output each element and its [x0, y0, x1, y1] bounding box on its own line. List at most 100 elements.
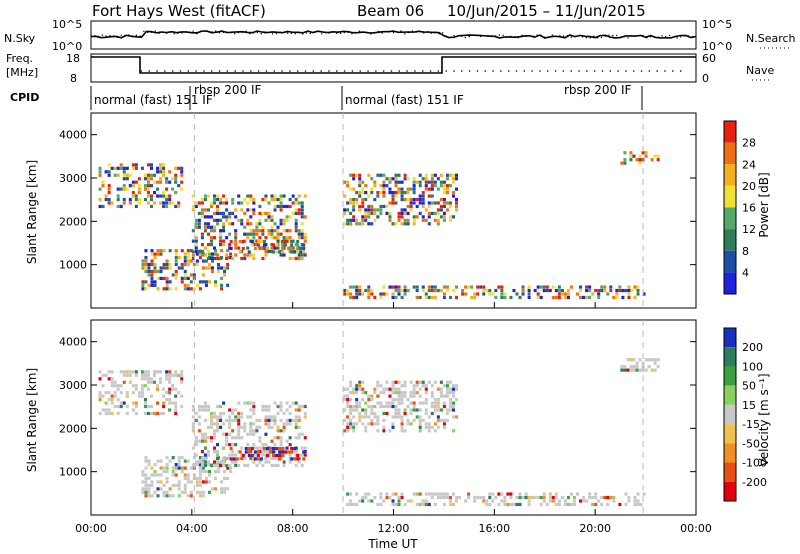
echo-cell [448, 380, 452, 384]
echo-cell [509, 495, 513, 500]
echo-cell [629, 158, 633, 162]
echo-cell [494, 495, 498, 500]
echo-cell [203, 456, 207, 461]
echo-cell [442, 201, 446, 205]
echo-cell [197, 222, 201, 226]
colorbar-step [724, 366, 736, 386]
echo-cell [361, 292, 365, 296]
echo-cell [539, 495, 543, 500]
nsearch-point [366, 31, 368, 34]
echo-cell [252, 253, 256, 257]
nave-point [632, 70, 635, 72]
echo-cell [206, 425, 210, 429]
echo-cell [391, 292, 395, 296]
echo-cell [243, 453, 247, 457]
echo-cell [228, 432, 232, 436]
echo-cell [144, 269, 148, 274]
nsearch-point [279, 31, 281, 33]
y-tick-label: 3000 [59, 379, 87, 392]
echo-cell [521, 285, 525, 289]
nave-point [437, 70, 440, 72]
echo-cell [165, 494, 169, 498]
echo-cell [576, 292, 580, 296]
echo-cell [147, 463, 151, 467]
echo-cell [403, 211, 407, 215]
cpid-segment-2: rbsp 200 IF [194, 83, 261, 97]
echo-cell [433, 288, 437, 293]
echo-cell [297, 432, 301, 436]
echo-cell [240, 201, 244, 205]
echo-cell [479, 285, 483, 289]
echo-cell [294, 422, 298, 426]
echo-cell [213, 411, 217, 416]
echo-cell [174, 166, 178, 170]
nsearch-point [317, 30, 319, 32]
echo-cell [548, 499, 552, 503]
nave-point [343, 70, 346, 72]
echo-cell [197, 415, 201, 419]
nave-point [328, 70, 330, 72]
echo-cell [370, 418, 374, 422]
echo-cell [168, 377, 172, 381]
echo-cell [627, 499, 631, 503]
echo-cell [349, 425, 353, 429]
nsearch-point [600, 36, 603, 39]
echo-cell [165, 466, 169, 470]
echo-cell [162, 469, 166, 474]
echo-cell [143, 184, 147, 188]
echo-cell [439, 184, 443, 188]
echo-cell [388, 429, 392, 433]
echo-cell [427, 425, 431, 429]
nave-point [492, 70, 494, 72]
echo-cell [585, 295, 589, 300]
echo-cell [201, 494, 205, 498]
echo-cell [216, 460, 220, 464]
nsearch-point [381, 32, 383, 34]
echo-cell [346, 288, 350, 293]
echo-cell [171, 466, 175, 470]
echo-cell [156, 401, 160, 405]
echo-cell [627, 285, 631, 289]
echo-cell [270, 439, 274, 443]
echo-cell [203, 208, 207, 212]
echo-cell [397, 401, 401, 405]
echo-cell [551, 495, 555, 500]
echo-cell [153, 380, 157, 384]
echo-cell [421, 177, 425, 181]
echo-cell [400, 208, 404, 212]
echo-cell [623, 365, 627, 369]
echo-cell [406, 211, 410, 215]
nsearch-point [687, 35, 690, 37]
nave-point [484, 70, 487, 72]
echo-cell [279, 249, 283, 254]
echo-cell [406, 177, 410, 181]
echo-cell [566, 295, 570, 300]
echo-cell [279, 232, 283, 236]
echo-cell [150, 249, 154, 253]
echo-cell [545, 285, 549, 289]
echo-cell [174, 466, 178, 470]
echo-cell [246, 415, 250, 419]
echo-cell [349, 222, 353, 226]
colorbar-frame [723, 327, 737, 502]
echo-cell [255, 453, 259, 457]
echo-cell [288, 256, 292, 261]
echo-cell [267, 453, 271, 457]
echo-cell [418, 408, 422, 412]
echo-cell [131, 384, 135, 388]
echo-cell [367, 295, 371, 300]
echo-cell [247, 453, 251, 458]
echo-cell [488, 288, 492, 293]
echo-cell [300, 229, 304, 233]
echo-cell [412, 222, 416, 226]
echo-cell [147, 273, 151, 277]
echo-cell [343, 387, 347, 391]
echo-cell [291, 456, 295, 461]
colorbar-tick-label: 20 [742, 180, 756, 193]
echo-cell [439, 208, 443, 212]
echo-cell [225, 201, 229, 205]
echo-cell [418, 173, 422, 177]
echo-cell [207, 266, 211, 270]
echo-cell [231, 460, 235, 464]
